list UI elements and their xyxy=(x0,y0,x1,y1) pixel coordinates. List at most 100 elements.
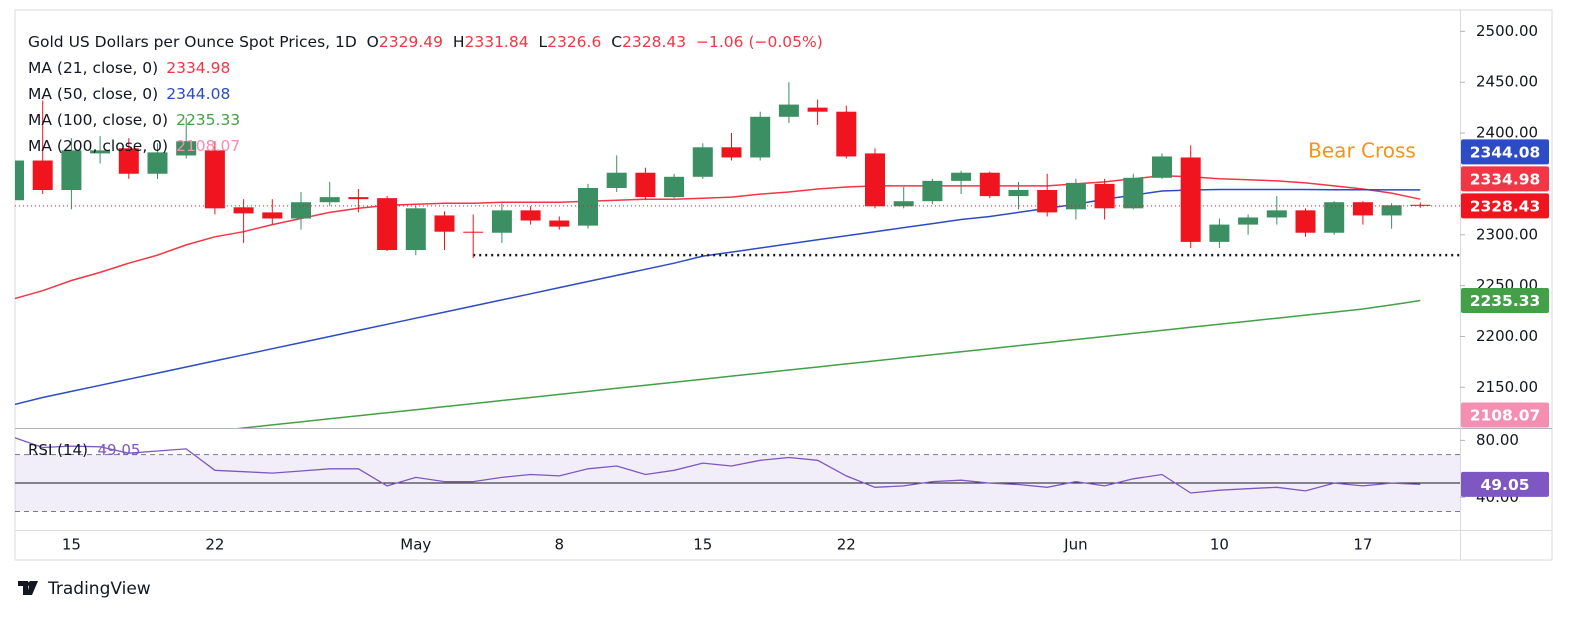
candle-body xyxy=(836,111,857,157)
ma-name: MA (50, close, 0) xyxy=(28,85,159,103)
candle-body xyxy=(922,180,943,202)
ma-value: 2235.33 xyxy=(176,111,241,129)
change-pct: (−0.05%) xyxy=(748,33,823,51)
ohlc-letter: O xyxy=(366,33,379,51)
candle-body xyxy=(147,152,168,174)
candle-body xyxy=(1065,182,1086,210)
x-tick-label: 8 xyxy=(555,536,565,554)
rsi-line xyxy=(15,437,1421,494)
y-tick-label: 2500.00 xyxy=(1476,22,1538,40)
header-row: Gold US Dollars per Ounce Spot Prices, 1… xyxy=(28,29,823,55)
ma-line xyxy=(236,299,1421,428)
price-badge-label: 2235.33 xyxy=(1470,292,1541,310)
candle-body xyxy=(692,147,713,177)
axes: 2150.002200.002250.002300.002350.002400.… xyxy=(62,22,1549,554)
low-value: 2326.6 xyxy=(547,33,602,51)
x-tick-label: 22 xyxy=(205,536,224,554)
candle-body xyxy=(1238,217,1259,225)
candle-body xyxy=(750,116,771,158)
candle-body xyxy=(32,160,53,191)
price-badge-label: 2334.98 xyxy=(1470,170,1541,188)
candle-body xyxy=(1295,210,1316,233)
ohlc-letter: C xyxy=(611,33,623,51)
ma-name: MA (21, close, 0) xyxy=(28,59,159,77)
logo xyxy=(18,581,38,595)
ma-legend-row: MA (200, close, 0) 2108.07 xyxy=(28,133,823,159)
candle-body xyxy=(491,210,512,233)
candle-body xyxy=(90,150,111,154)
candle-body xyxy=(1209,224,1230,242)
ma-name: MA (200, close, 0) xyxy=(28,137,169,155)
rsi-legend: RSI (14) 49.05 xyxy=(28,441,140,459)
price-badge-label: 2344.08 xyxy=(1470,143,1541,161)
legend-panel: Gold US Dollars per Ounce Spot Prices, 1… xyxy=(28,29,823,159)
ma-value: 2334.98 xyxy=(166,59,231,77)
rsi-pane xyxy=(15,437,1460,513)
candle-body xyxy=(319,197,340,203)
candle-body xyxy=(262,212,283,219)
candle-body xyxy=(1180,157,1201,242)
ma-value: 2344.08 xyxy=(166,85,231,103)
candle-body xyxy=(664,176,685,198)
ma-legend-row: MA (21, close, 0) 2334.98 xyxy=(28,55,823,81)
x-tick-label: 17 xyxy=(1353,536,1372,554)
close-value: 2328.43 xyxy=(622,33,687,51)
change: −1.06 xyxy=(696,33,744,51)
price-pane xyxy=(15,82,1460,428)
ma-legend-row: MA (50, close, 0) 2344.08 xyxy=(28,81,823,107)
brand: TradingView xyxy=(47,579,151,599)
candle-body xyxy=(1410,204,1431,206)
candle-body xyxy=(549,220,570,227)
candle-body xyxy=(405,208,426,251)
y-tick-label: 2300.00 xyxy=(1476,225,1538,243)
x-tick-label: Jun xyxy=(1063,536,1087,554)
price-badge-label: 2328.43 xyxy=(1470,197,1541,215)
y-tick-label: 2200.00 xyxy=(1476,327,1538,345)
ohlc-letter: L xyxy=(538,33,548,51)
price-badge xyxy=(1461,193,1549,219)
ma-line xyxy=(15,175,1421,300)
frame xyxy=(14,9,1553,561)
ma-name: MA (100, close, 0) xyxy=(28,111,169,129)
candle-body xyxy=(1152,156,1172,178)
candle-body xyxy=(463,231,484,233)
candle-body xyxy=(176,141,197,156)
candle-body xyxy=(118,148,139,174)
candle-body xyxy=(951,172,972,181)
candle-body xyxy=(1352,202,1373,216)
candle-body xyxy=(204,150,225,209)
rsi-badge-label: 49.05 xyxy=(1480,476,1529,494)
candle-body xyxy=(578,187,598,226)
candle-body xyxy=(778,104,799,117)
open-value: 2329.49 xyxy=(378,33,443,51)
symbol-title: Gold US Dollars per Ounce Spot Prices, 1… xyxy=(28,33,357,51)
x-tick-label: 15 xyxy=(693,536,712,554)
candle-body xyxy=(807,107,828,112)
candle-body xyxy=(233,207,254,214)
candle-body xyxy=(291,202,311,219)
x-tick-label: 22 xyxy=(837,536,856,554)
candle-body xyxy=(721,147,742,158)
ma-value: 2108.07 xyxy=(176,137,241,155)
price-badge xyxy=(1461,139,1549,165)
candle-body xyxy=(1324,202,1345,233)
x-tick-label: May xyxy=(400,536,431,554)
price-badge xyxy=(1461,166,1549,192)
candle-body xyxy=(1008,190,1029,197)
candle-body xyxy=(15,160,24,201)
candle-body xyxy=(434,215,455,232)
rsi-value: 49.05 xyxy=(97,441,141,459)
ohlc-letter: H xyxy=(452,33,465,51)
candle-body xyxy=(1266,210,1287,218)
y-tick-label: 2400.00 xyxy=(1476,124,1538,142)
candle-body xyxy=(1094,183,1115,209)
high-value: 2331.84 xyxy=(464,33,529,51)
annotation: Bear Cross xyxy=(1308,139,1416,163)
candle-body xyxy=(979,172,1000,197)
candle-body xyxy=(865,153,885,207)
rsi-badge xyxy=(1461,471,1549,497)
candle-body xyxy=(61,150,82,191)
candle-body xyxy=(606,172,627,188)
